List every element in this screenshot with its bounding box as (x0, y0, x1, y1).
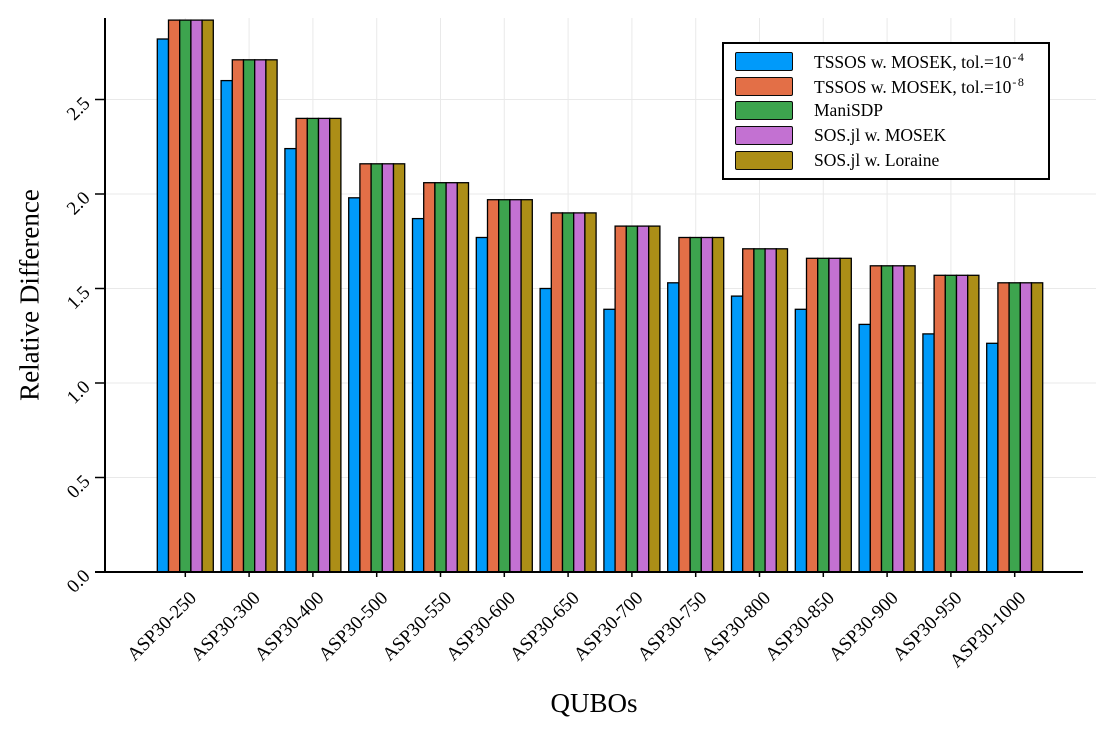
bar-ASP30-550-series-3 (445, 182, 458, 573)
bar-ASP30-650-series-3 (573, 212, 586, 573)
bar-ASP30-700-series-0 (603, 308, 616, 573)
legend-label: SOS.jl w. MOSEK (814, 124, 947, 145)
bar-ASP30-550-series-2 (434, 182, 447, 573)
bar-ASP30-1000-series-3 (1019, 282, 1033, 573)
bar-ASP30-950-series-1 (933, 274, 946, 573)
bar-ASP30-500-series-1 (359, 163, 372, 573)
bar-ASP30-1000-series-1 (997, 282, 1010, 573)
y-tick-label: 1.5 (63, 282, 95, 314)
bar-ASP30-300-series-2 (242, 59, 256, 573)
bar-ASP30-850-series-3 (828, 257, 841, 573)
bar-ASP30-950-series-3 (955, 274, 969, 573)
bar-ASP30-900-series-4 (903, 265, 916, 573)
legend-label: TSSOS w. MOSEK, tol.=10-4 (814, 50, 1026, 73)
legend-swatch (735, 126, 793, 146)
y-tick-label: 1.0 (63, 377, 95, 409)
bar-ASP30-800-series-4 (775, 248, 789, 573)
legend-label: ManiSDP (814, 100, 884, 121)
bar-ASP30-900-series-1 (869, 265, 883, 573)
bar-ASP30-900-series-3 (892, 265, 905, 573)
bar-ASP30-600-series-3 (509, 199, 522, 573)
bar-ASP30-750-series-4 (711, 236, 725, 573)
y-axis-title: Relative Difference (14, 189, 45, 401)
legend-label: SOS.jl w. Loraine (814, 149, 940, 170)
bar-ASP30-950-series-4 (967, 274, 980, 573)
bar-ASP30-850-series-1 (805, 257, 819, 573)
legend-label: TSSOS w. MOSEK, tol.=10-8 (814, 75, 1026, 97)
legend-swatch (735, 101, 793, 121)
bar-ASP30-300-series-0 (220, 79, 233, 573)
bar-ASP30-250-series-2 (179, 19, 192, 573)
bar-ASP30-650-series-4 (584, 212, 597, 573)
bar-ASP30-300-series-3 (254, 59, 267, 573)
legend: TSSOS w. MOSEK, tol.=10-4 TSSOS w. MOSEK,… (722, 42, 1050, 180)
bar-ASP30-550-series-4 (456, 182, 470, 573)
bar-ASP30-900-series-2 (880, 265, 894, 573)
y-tick-label: 0.5 (63, 471, 95, 503)
bar-ASP30-500-series-2 (370, 163, 383, 573)
bar-ASP30-950-series-0 (922, 333, 935, 573)
bar-ASP30-600-series-0 (475, 236, 489, 573)
bar-ASP30-650-series-2 (561, 212, 575, 573)
legend-item-1: TSSOS w. MOSEK, tol.=10-8 (724, 75, 1048, 97)
bar-ASP30-700-series-3 (636, 225, 650, 573)
legend-item-3: SOS.jl w. MOSEK (724, 125, 1048, 147)
bar-ASP30-250-series-3 (190, 19, 203, 573)
bar-ASP30-700-series-4 (648, 225, 661, 573)
bar-ASP30-750-series-3 (700, 236, 714, 573)
legend-swatch (735, 52, 793, 72)
bar-ASP30-850-series-0 (794, 308, 808, 573)
bar-ASP30-500-series-4 (392, 163, 406, 573)
bar-ASP30-1000-series-2 (1008, 282, 1021, 573)
bar-ASP30-600-series-2 (498, 199, 511, 573)
legend-item-2: ManiSDP (724, 100, 1048, 122)
bar-ASP30-400-series-0 (284, 147, 297, 573)
legend-swatch (735, 150, 793, 170)
bar-ASP30-850-series-2 (817, 257, 830, 573)
bar-ASP30-1000-series-0 (986, 342, 999, 573)
bar-ASP30-800-series-3 (764, 248, 777, 573)
bar-ASP30-800-series-0 (730, 295, 744, 573)
bar-ASP30-800-series-1 (742, 248, 755, 573)
bar-ASP30-250-series-1 (167, 19, 181, 573)
legend-item-0: TSSOS w. MOSEK, tol.=10-4 (724, 51, 1048, 73)
bar-ASP30-850-series-4 (839, 257, 852, 573)
bar-ASP30-250-series-4 (201, 19, 214, 573)
bar-ASP30-400-series-1 (295, 117, 308, 573)
bar-ASP30-500-series-0 (348, 197, 361, 573)
x-axis-title: QUBOs (550, 688, 638, 718)
bar-ASP30-400-series-2 (306, 117, 320, 573)
y-tick-label: 2.0 (63, 188, 95, 220)
bar-ASP30-600-series-4 (520, 199, 533, 573)
bar-ASP30-600-series-1 (486, 199, 500, 573)
bar-ASP30-250-series-0 (156, 38, 170, 573)
legend-swatch (735, 76, 793, 96)
y-tick-label: 2.5 (63, 93, 95, 125)
bar-ASP30-500-series-3 (381, 163, 395, 573)
legend-item-4: SOS.jl w. Loraine (724, 149, 1048, 171)
bar-ASP30-650-series-1 (550, 212, 564, 573)
bar-ASP30-750-series-2 (689, 236, 702, 573)
bar-ASP30-900-series-0 (858, 323, 871, 573)
bar-ASP30-650-series-0 (539, 287, 552, 573)
bar-ASP30-700-series-2 (625, 225, 639, 573)
bar-ASP30-1000-series-4 (1030, 282, 1044, 573)
bar-ASP30-950-series-2 (944, 274, 958, 573)
bar-ASP30-550-series-0 (411, 217, 425, 573)
bar-ASP30-700-series-1 (614, 225, 627, 573)
bar-ASP30-750-series-0 (667, 282, 680, 573)
bar-ASP30-800-series-2 (753, 248, 766, 573)
bar-ASP30-300-series-4 (265, 59, 278, 573)
bar-ASP30-400-series-3 (317, 117, 331, 573)
bar-ASP30-400-series-4 (329, 117, 342, 573)
bar-ASP30-550-series-1 (423, 182, 436, 573)
bar-ASP30-300-series-1 (231, 59, 245, 573)
y-tick-label: 0.0 (63, 566, 95, 598)
bar-ASP30-750-series-1 (678, 236, 691, 573)
